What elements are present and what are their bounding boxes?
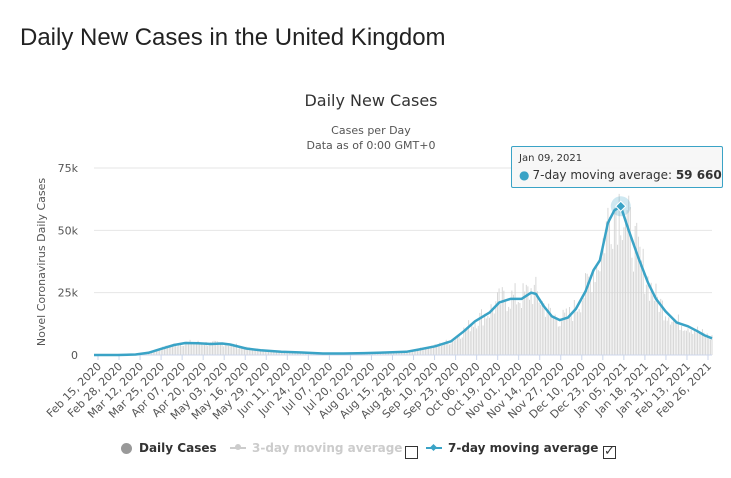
y-tick-label: 25k xyxy=(58,287,79,300)
legend-label-3-day-moving-average: 3-day moving average xyxy=(252,441,403,455)
daily-cases-bars xyxy=(95,193,713,355)
chart-subtitle-line-1: Cases per Day xyxy=(331,124,411,137)
chart-subtitle-line-2: Data as of 0:00 GMT+0 xyxy=(307,139,436,152)
tooltip-series-dot-icon: ● xyxy=(519,168,530,182)
tooltip: Jan 09, 2021 ● 7-day moving average: 59 6… xyxy=(511,146,723,188)
legend-checkbox-3-day[interactable] xyxy=(405,446,418,459)
tooltip-date: Jan 09, 2021 xyxy=(519,153,583,164)
tooltip-series-name: 7-day moving average xyxy=(532,168,668,182)
legend-line-diamond-icon xyxy=(426,443,442,452)
tooltip-row: ● 7-day moving average: 59 660 xyxy=(519,168,722,182)
legend-item-7-day-moving-average[interactable]: 7-day moving average xyxy=(426,441,598,455)
legend-label-daily-cases: Daily Cases xyxy=(139,441,217,455)
legend-line-icon xyxy=(230,444,246,450)
legend-checkbox-7-day[interactable] xyxy=(603,446,616,459)
y-tick-label: 50k xyxy=(58,224,79,237)
y-tick-label: 0 xyxy=(71,349,78,362)
hover-marker-diamond[interactable] xyxy=(615,200,627,212)
y-tick-label: 75k xyxy=(58,162,79,175)
legend-dot-icon xyxy=(121,442,132,454)
tooltip-colon: : xyxy=(667,168,676,182)
legend-label-7-day-moving-average: 7-day moving average xyxy=(448,441,599,455)
y-axis-label: Novel Coronavirus Daily Cases xyxy=(35,178,48,346)
legend-item-3-day-moving-average[interactable]: 3-day moving average xyxy=(230,441,402,455)
tooltip-value: 59 660 xyxy=(675,168,722,182)
page-heading: Daily New Cases in the United Kingdom xyxy=(20,24,446,51)
y-axis: 0 25k 50k 75k xyxy=(58,162,712,362)
legend: Daily Cases 3-day moving average 7-day m… xyxy=(0,441,731,463)
legend-item-daily-cases[interactable]: Daily Cases xyxy=(121,441,217,455)
series-line-7-day-moving-average[interactable] xyxy=(94,204,713,357)
checkmark-icon: ✓ xyxy=(604,444,615,459)
chart-title: Daily New Cases xyxy=(304,91,437,110)
